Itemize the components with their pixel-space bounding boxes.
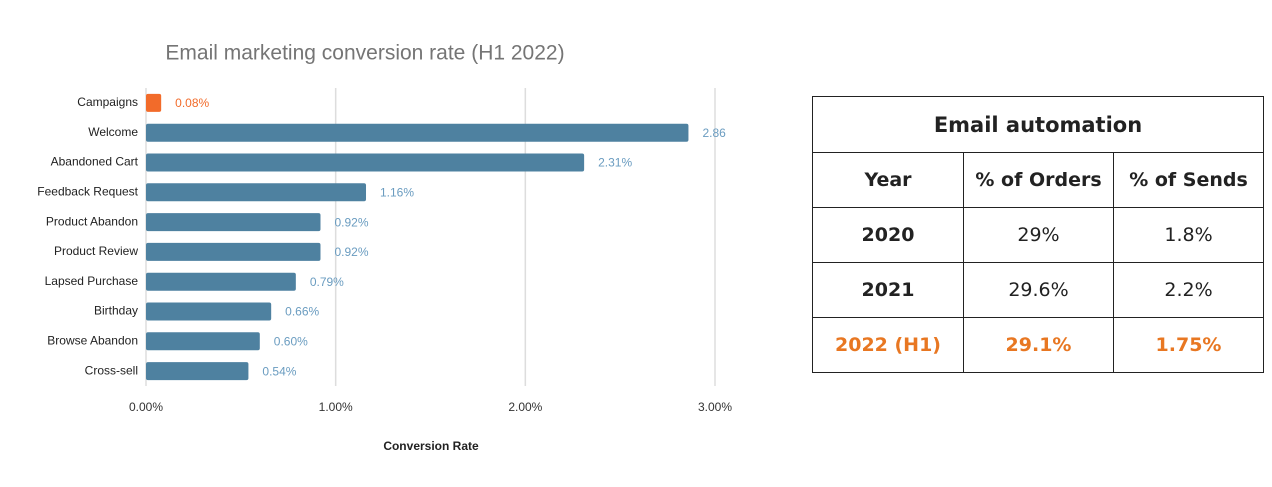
value-label: 2.31%	[598, 156, 632, 170]
value-label: 0.54%	[262, 364, 296, 378]
bar	[146, 242, 321, 261]
chart-title: Email marketing conversion rate (H1 2022…	[165, 42, 564, 65]
bar	[146, 93, 162, 112]
value-label: 0.79%	[310, 275, 344, 289]
cell: 29%	[963, 207, 1114, 263]
cell: 1.8%	[1113, 207, 1264, 263]
bar	[146, 153, 585, 172]
y-tick-label: Abandoned Cart	[51, 155, 139, 169]
bar	[146, 272, 296, 291]
y-tick-label: Feedback Request	[37, 184, 138, 198]
x-tick-label: 0.00%	[129, 400, 163, 414]
y-tick-label: Cross-sell	[85, 363, 138, 377]
cell: 1.75%	[1113, 317, 1264, 373]
x-axis-title: Conversion Rate	[383, 439, 479, 453]
header-cell: % of Sends	[1113, 152, 1264, 208]
cell: 2.2%	[1113, 262, 1264, 318]
y-tick-label: Product Abandon	[46, 214, 138, 228]
bar	[146, 332, 260, 351]
cell: 2022 (H1)	[812, 317, 964, 373]
y-tick-label: Browse Abandon	[47, 333, 138, 347]
y-tick-label: Product Review	[54, 244, 138, 258]
bar	[146, 213, 321, 232]
table-title: Email automation	[812, 96, 1264, 153]
value-label: 0.66%	[285, 305, 319, 319]
y-tick-label: Welcome	[88, 125, 138, 139]
value-label: 0.08%	[175, 96, 209, 110]
bar	[146, 362, 249, 381]
header-cell: Year	[812, 152, 964, 208]
y-tick-label: Campaigns	[77, 95, 138, 109]
y-tick-label: Lapsed Purchase	[45, 274, 139, 288]
value-label: 0.92%	[334, 215, 368, 229]
cell: 29.1%	[963, 317, 1114, 373]
x-tick-label: 1.00%	[319, 400, 353, 414]
table: Email automation Year % of Orders % of S…	[812, 96, 1264, 373]
y-tick-label: Birthday	[94, 304, 138, 318]
x-tick-label: 2.00%	[508, 400, 542, 414]
bar	[146, 123, 689, 142]
header-cell: % of Orders	[963, 152, 1114, 208]
cell: 2021	[812, 262, 964, 318]
bar	[146, 302, 272, 321]
cell: 29.6%	[963, 262, 1114, 318]
value-label: 2.86	[702, 126, 726, 140]
value-label: 0.60%	[274, 334, 308, 348]
x-tick-label: 3.00%	[698, 400, 732, 414]
bar	[146, 183, 367, 202]
value-label: 0.92%	[334, 245, 368, 259]
cell: 2020	[812, 207, 964, 263]
value-label: 1.16%	[380, 185, 414, 199]
chart: Email marketing conversion rate (H1 2022…	[37, 42, 732, 454]
